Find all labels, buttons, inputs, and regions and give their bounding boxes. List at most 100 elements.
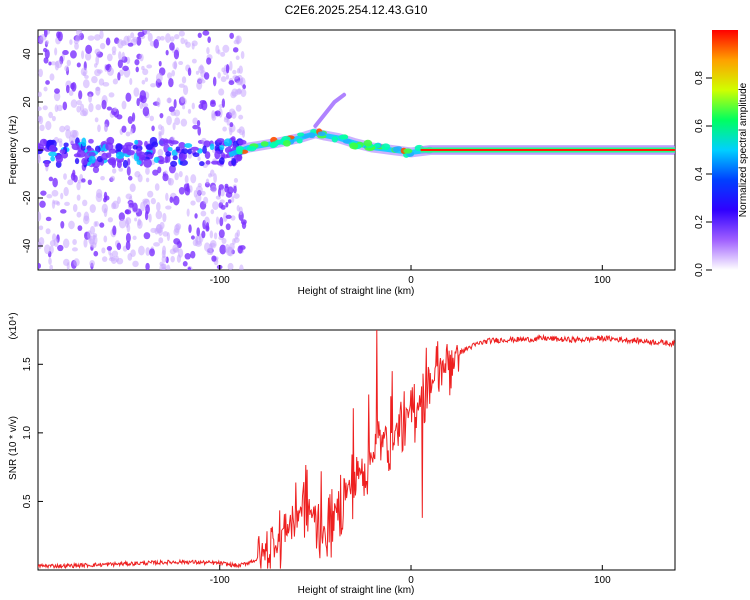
band-speck [211,160,219,165]
noise-speck [67,179,74,186]
noise-speck [231,196,235,203]
band-speck [164,155,169,164]
signal-clump [342,139,352,144]
noise-speck [195,185,203,195]
noise-speck [176,254,182,263]
noise-speck [76,62,81,68]
noise-speck [235,88,242,95]
signal-clump [308,132,316,139]
band-speck [171,149,178,157]
noise-speck [59,125,66,133]
noise-speck [63,258,70,267]
noise-speck [219,199,225,204]
noise-speck [199,64,204,71]
noise-speck [223,212,228,222]
noise-speck [53,91,61,102]
noise-speck [134,217,138,222]
noise-speck [167,72,172,79]
noise-speck [38,154,41,164]
noise-speck [211,255,217,262]
noise-speck [172,244,179,253]
noise-speck [209,101,216,108]
noise-speck [99,222,105,228]
noise-speck [145,262,150,270]
bottom-y-tick-label: 0.5 [22,494,33,508]
band-speck [192,152,200,158]
noise-speck [222,126,227,132]
noise-speck [238,65,243,74]
noise-speck [80,67,88,76]
noise-speck [110,175,116,182]
noise-speck [45,216,52,222]
noise-speck [147,32,153,42]
noise-speck [79,110,87,117]
band-speck [170,160,178,167]
noise-speck [76,211,82,218]
band-speck [132,144,138,150]
noise-speck [132,36,138,43]
noise-speck [145,204,150,215]
noise-speck [228,108,236,116]
noise-speck [191,58,197,64]
noise-speck [190,235,195,240]
colorbar-ramp [712,30,738,270]
band-speck [50,155,56,162]
noise-speck [180,118,188,127]
noise-speck [72,238,77,246]
noise-speck [60,220,65,229]
noise-speck [229,127,233,136]
band-speck [231,157,237,166]
noise-speck [91,242,97,249]
band-speck [139,154,146,161]
noise-speck [198,103,204,110]
noise-speck [190,250,196,259]
signal-clump [282,140,291,147]
noise-speck [233,39,239,45]
noise-speck [178,186,185,195]
noise-speck [125,240,131,251]
noise-speck [45,228,51,235]
noise-speck [128,175,133,181]
noise-speck [63,173,67,180]
noise-speck [158,237,164,244]
noise-speck [209,230,214,239]
noise-speck [169,42,175,51]
noise-speck [129,183,136,192]
noise-speck [72,169,76,178]
noise-speck [64,65,69,72]
noise-speck [225,223,231,231]
noise-speck [50,61,57,66]
band-speck [223,138,232,147]
band-speck [202,145,207,154]
noise-speck [82,79,90,89]
noise-speck [219,244,227,255]
noise-speck [196,120,201,127]
y-multiplier-label: (x10⁴) [8,312,19,339]
signal-clump [381,143,391,151]
band-speck [172,155,178,161]
noise-speck [87,35,95,41]
noise-speck [136,97,140,107]
band-speck [71,143,80,151]
noise-speck [203,242,211,252]
noise-speck [178,61,184,66]
noise-speck [112,51,116,56]
noise-speck [190,174,197,184]
noise-speck [112,225,117,236]
noise-speck [178,83,185,88]
noise-speck [145,167,150,175]
noise-speck [130,249,136,257]
noise-speck [76,30,83,37]
noise-speck [93,250,99,257]
noise-speck [162,231,169,237]
noise-speck [118,212,125,222]
signal-clump [331,136,339,143]
snr-frame [37,329,676,571]
noise-speck [97,124,101,133]
band-speck [181,148,189,155]
noise-speck [151,125,155,132]
noise-speck [227,262,234,270]
band-speck [136,160,142,166]
bottom-y-label: SNR (10 * v/v) [8,416,19,480]
signal-clump [338,134,349,140]
